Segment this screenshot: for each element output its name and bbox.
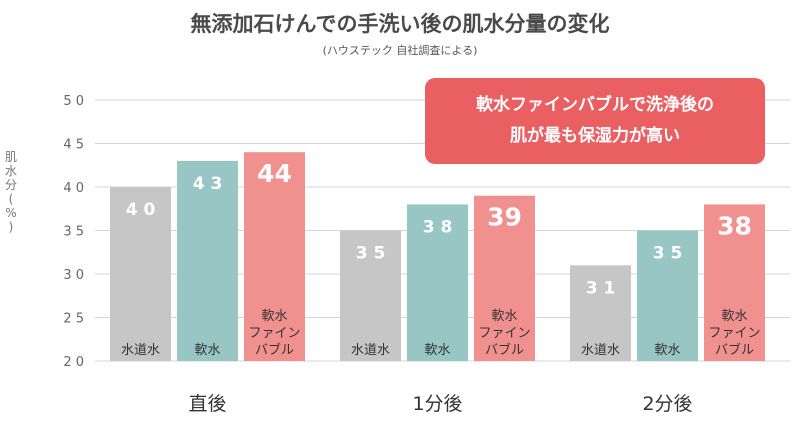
- x-category-label: 2分後: [642, 393, 692, 415]
- x-category-label: 1分後: [412, 393, 462, 415]
- y-tick-label: 4 5: [63, 138, 84, 153]
- chart-subtitle: (ハウステック 自社調査による): [322, 44, 478, 57]
- callout-line-1: 軟水ファインバブルで洗浄後の: [476, 95, 714, 115]
- x-category-label: 直後: [188, 393, 226, 415]
- y-tick-label: 4 0: [63, 181, 84, 196]
- bar: [570, 265, 631, 361]
- chart-title: 無添加石けんでの手洗い後の肌水分量の変化: [190, 12, 610, 36]
- bar-value-label: 39: [487, 203, 522, 232]
- y-tick-label: 2 0: [63, 355, 84, 370]
- bar-series-label: 水道水: [581, 343, 620, 358]
- bar-value-label: 3 5: [356, 244, 386, 264]
- bar-series-label: 水道水: [121, 343, 160, 358]
- bar-series-label: 軟水: [424, 342, 450, 358]
- y-tick-label: 5 0: [63, 94, 84, 109]
- y-axis-label: 肌水分(%): [2, 150, 20, 234]
- bar-series-label: 軟水: [654, 342, 680, 358]
- y-tick-label: 3 0: [63, 268, 84, 283]
- callout-line-2: 肌が最も保湿力が高い: [510, 126, 680, 146]
- bar-value-label: 3 1: [586, 278, 616, 298]
- bar-value-label: 3 8: [423, 217, 453, 237]
- callout-box: 軟水ファインバブルで洗浄後の 肌が最も保湿力が高い: [425, 78, 765, 164]
- y-axis-label-char: 分: [4, 178, 17, 192]
- bar: [177, 160, 238, 361]
- bar-series-label: ファイン: [708, 326, 760, 341]
- bar-series-label: バブル: [255, 342, 294, 358]
- bar-series-label: 軟水: [261, 308, 287, 324]
- y-axis-label-char: 水: [4, 164, 17, 178]
- bar-value-label: 4 0: [126, 200, 156, 220]
- y-axis-label-char: 肌: [4, 150, 17, 164]
- bar-series-label: バブル: [485, 342, 524, 358]
- bar: [704, 204, 765, 361]
- bar: [474, 195, 535, 361]
- bar: [340, 230, 401, 361]
- y-tick-label: 3 5: [63, 225, 84, 240]
- bar-series-label: 軟水: [721, 308, 747, 324]
- bar-series-label: ファイン: [248, 326, 300, 341]
- bar-series-label: 水道水: [351, 343, 390, 358]
- bar-value-label: 3 5: [653, 244, 683, 264]
- bar-value-label: 38: [717, 211, 752, 240]
- bar-series-label: 軟水: [491, 308, 517, 324]
- bar-value-label: 44: [257, 159, 292, 188]
- bar-value-label: 4 3: [193, 174, 223, 194]
- bar-series-label: 軟水: [194, 342, 220, 358]
- bar: [637, 230, 698, 361]
- y-axis-label-char: %: [5, 206, 17, 220]
- y-tick-label: 2 5: [63, 312, 84, 327]
- bar: [110, 187, 171, 361]
- bar: [407, 204, 468, 361]
- bar-series-label: ファイン: [478, 326, 530, 341]
- bar-series-label: バブル: [715, 342, 754, 358]
- y-axis-label-char: (: [8, 192, 14, 206]
- y-axis-label-char: ): [8, 220, 14, 234]
- bar: [244, 152, 305, 361]
